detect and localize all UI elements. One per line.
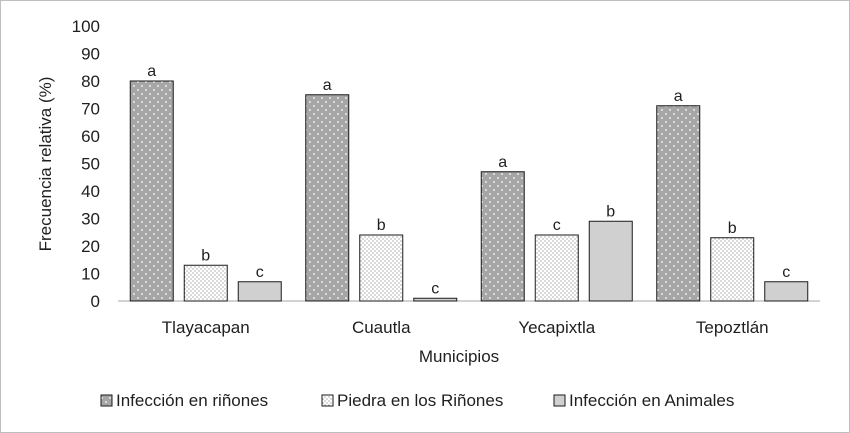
x-tick-label: Tlayacapan bbox=[162, 318, 250, 337]
y-tick-label: 50 bbox=[81, 155, 100, 174]
bar-0-2 bbox=[237, 281, 282, 302]
y-tick-label: 0 bbox=[91, 292, 100, 311]
y-tick-label: 80 bbox=[81, 72, 100, 91]
legend-label-2: Infección en Animales bbox=[569, 391, 734, 410]
bar-letter-3-0: a bbox=[674, 88, 683, 105]
bar-2-1 bbox=[534, 234, 579, 302]
y-tick-label: 20 bbox=[81, 237, 100, 256]
bar-2-0 bbox=[480, 171, 525, 302]
bar-1-2 bbox=[413, 297, 458, 302]
y-tick-label: 70 bbox=[81, 100, 100, 119]
bar-3-1 bbox=[710, 237, 755, 302]
y-axis-title: Frecuencia relativa (%) bbox=[36, 77, 55, 252]
bar-letter-1-1: b bbox=[377, 217, 386, 234]
legend-label-0: Infección en riñones bbox=[116, 391, 268, 410]
bar-letter-3-1: b bbox=[728, 220, 737, 237]
y-tick-label: 60 bbox=[81, 127, 100, 146]
bar-letter-2-0: a bbox=[498, 154, 507, 171]
bar-letter-0-0: a bbox=[147, 63, 156, 80]
bar-letter-labels: a b c a b c a c b a b c bbox=[147, 63, 790, 297]
y-tick-label: 100 bbox=[72, 17, 100, 36]
bar-3-2 bbox=[764, 281, 809, 302]
bar-letter-1-0: a bbox=[323, 77, 332, 94]
y-axis-ticks: 0 10 20 30 40 50 60 70 80 90 100 bbox=[72, 17, 100, 311]
bar-1-0 bbox=[305, 94, 350, 302]
bar-letter-0-2: c bbox=[256, 264, 264, 281]
y-tick-label: 30 bbox=[81, 210, 100, 229]
bar-1-1 bbox=[359, 234, 404, 302]
bar-2-2 bbox=[588, 220, 633, 302]
bar-letter-1-2: c bbox=[431, 280, 439, 297]
y-tick-label: 90 bbox=[81, 45, 100, 64]
x-tick-label: Yecapixtla bbox=[518, 318, 595, 337]
y-tick-label: 40 bbox=[81, 182, 100, 201]
legend-swatch-2 bbox=[553, 394, 566, 407]
x-axis-categories: Tlayacapan Cuautla Yecapixtla Tepoztlán bbox=[162, 318, 769, 337]
bar-letter-0-1: b bbox=[201, 247, 210, 264]
bar-0-0 bbox=[129, 80, 174, 302]
x-tick-label: Tepoztlán bbox=[696, 318, 769, 337]
y-tick-label: 10 bbox=[81, 265, 100, 284]
x-tick-label: Cuautla bbox=[352, 318, 411, 337]
legend: Infección en riñones Piedra en los Riñone… bbox=[100, 391, 734, 410]
legend-swatch-0 bbox=[100, 394, 113, 407]
bar-3-0 bbox=[656, 105, 701, 302]
bar-series bbox=[129, 80, 809, 302]
bar-0-1 bbox=[183, 264, 228, 302]
bar-letter-3-2: c bbox=[782, 264, 790, 281]
legend-swatch-1 bbox=[321, 394, 334, 407]
legend-label-1: Piedra en los Riñones bbox=[337, 391, 503, 410]
bar-letter-2-1: c bbox=[553, 217, 561, 234]
x-axis-title: Municipios bbox=[419, 347, 499, 366]
bar-letter-2-2: b bbox=[606, 203, 615, 220]
